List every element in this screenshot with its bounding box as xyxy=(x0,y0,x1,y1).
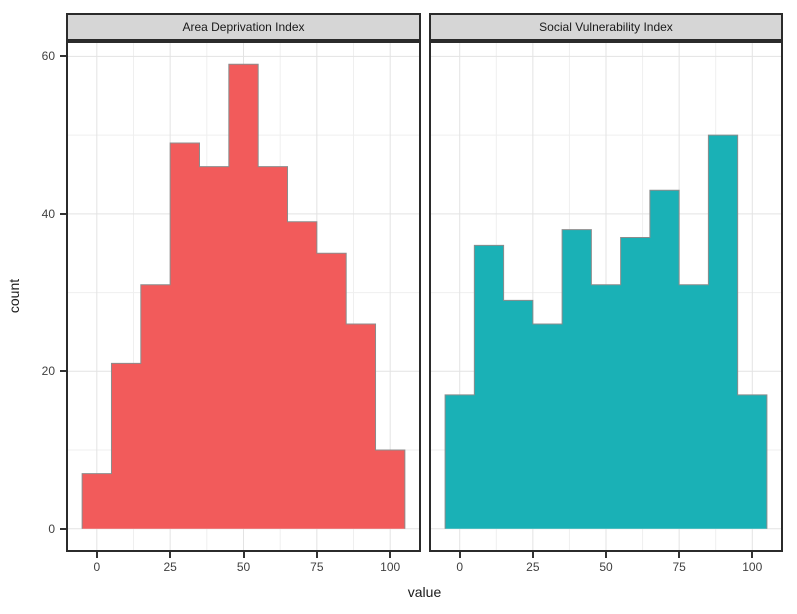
facet-strip-social-vulnerability-label: Social Vulnerability Index xyxy=(539,20,673,34)
social-vulnerability-plot xyxy=(429,41,783,552)
histogram-bars-area-deprivation xyxy=(81,63,406,529)
facet-strip-area-deprivation-label: Area Deprivation Index xyxy=(182,20,305,34)
x-tick-label: 50 xyxy=(236,560,251,574)
facet-panel-social-vulnerability xyxy=(429,41,783,552)
y-tick-label: 60 xyxy=(41,49,55,64)
panel-border xyxy=(66,41,421,552)
x-axis-left-panel: 0 25 50 75 100 xyxy=(66,552,421,580)
x-tick-mark xyxy=(169,552,172,558)
x-tick-label: 100 xyxy=(380,560,401,574)
facet-panel-area-deprivation xyxy=(66,41,421,552)
y-tick-mark xyxy=(60,527,66,530)
y-tick-mark xyxy=(60,55,66,58)
facet-strip-area-deprivation: Area Deprivation Index xyxy=(66,13,421,41)
y-tick-mark xyxy=(60,370,66,373)
histogram-bars-social-vulnerability xyxy=(444,134,768,529)
x-tick-label: 0 xyxy=(93,560,101,574)
x-tick-mark xyxy=(458,552,461,558)
x-tick-mark xyxy=(751,552,754,558)
y-tick-label: 0 xyxy=(48,521,55,536)
x-tick-mark xyxy=(605,552,607,558)
panel-border xyxy=(429,41,783,552)
x-tick-label: 25 xyxy=(526,560,540,574)
x-axis-title: value xyxy=(407,584,442,600)
y-tick-label: 40 xyxy=(41,206,55,221)
y-axis: 0 20 40 60 xyxy=(0,41,66,552)
x-tick-label: 0 xyxy=(456,560,464,574)
y-tick-mark xyxy=(60,212,66,215)
x-tick-label: 100 xyxy=(742,560,763,574)
x-tick-label: 75 xyxy=(310,560,324,574)
x-tick-label: 75 xyxy=(672,560,686,574)
x-axis-right-panel: 0 25 50 75 100 xyxy=(429,552,783,580)
x-tick-mark xyxy=(678,552,681,558)
facet-strip-social-vulnerability: Social Vulnerability Index xyxy=(429,13,783,41)
x-tick-label: 50 xyxy=(599,560,613,574)
x-tick-mark xyxy=(531,552,534,558)
x-tick-mark xyxy=(315,552,318,558)
y-tick-label: 20 xyxy=(41,364,55,379)
x-tick-label: 25 xyxy=(163,560,177,574)
x-tick-mark xyxy=(95,552,98,558)
x-tick-mark xyxy=(242,552,245,558)
x-tick-mark xyxy=(389,552,392,558)
area-deprivation-plot xyxy=(66,41,421,552)
